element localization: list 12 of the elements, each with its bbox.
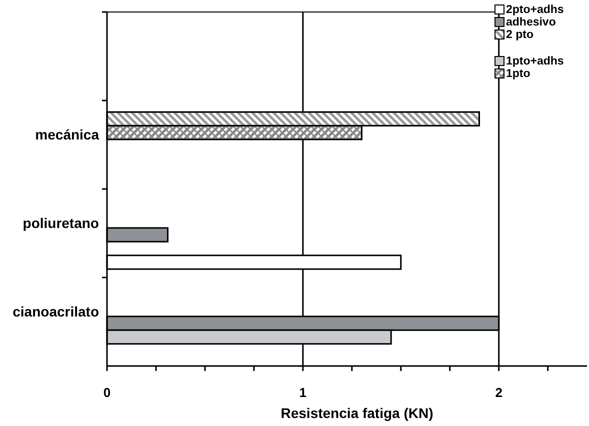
legend-label: 1pto (506, 68, 530, 80)
y-tick-label: poliuretano (22, 215, 99, 232)
x-tick-label: 2 (495, 385, 502, 400)
y-tick-label: cianoacrilato (12, 304, 99, 320)
x-axis-title: Resistencia fatiga (KN) (280, 405, 434, 421)
x-tick-label: 1 (299, 385, 307, 400)
legend-label: 1pto+adhs (506, 56, 564, 68)
legend-label: 2pto+adhs (506, 4, 564, 16)
y-tick-label: mecánica (35, 126, 100, 143)
legend-label: 2 pto (506, 29, 534, 41)
legend-label: adhesivo (506, 16, 556, 28)
x-tick-label: 0 (103, 385, 111, 400)
